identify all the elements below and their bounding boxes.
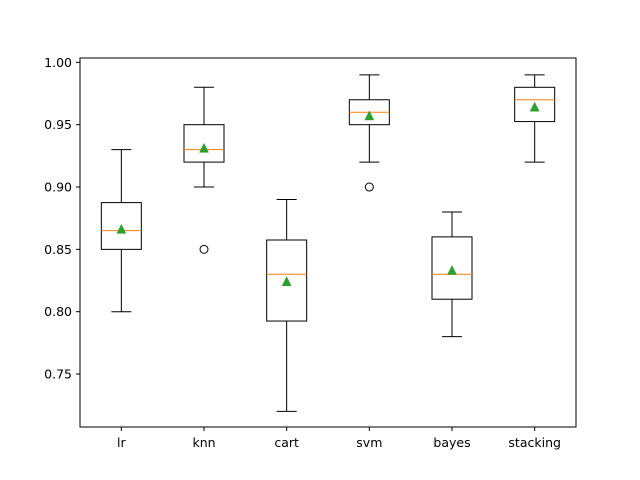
iqr-box [183,124,225,163]
box-group-bayes [431,211,473,338]
x-tick-label: lr [117,435,126,450]
mean-marker [281,276,292,287]
y-tick-label: 0.95 [44,117,72,132]
x-tick-label: bayes [433,435,470,450]
axes: lr knn cart svm bayes stacking 0.75 0.80 0.85 0.9… [44,55,561,450]
x-tick-label: knn [192,435,215,450]
box-group-lr [100,149,142,313]
mean-marker [199,142,209,153]
y-tick-label: 0.85 [44,242,72,257]
plot-area [80,58,576,427]
box-group-knn [183,86,225,254]
mean-marker [364,110,375,121]
outlier-point [199,244,209,254]
iqr-box [431,236,473,300]
y-tick-label: 0.75 [44,367,72,382]
y-tick-label: 0.80 [44,304,72,319]
box-group-svm [348,74,390,192]
y-tick-label: 1.00 [44,55,72,70]
box-group-cart [266,198,308,412]
mean-marker [447,264,457,275]
x-tick-label: stacking [508,435,561,450]
mean-marker [116,223,127,234]
iqr-box [266,239,308,322]
plot-frame [79,57,577,428]
outlier-point [364,182,374,192]
box-marks [100,74,556,412]
x-tick-label: svm [356,435,382,450]
y-tick-label: 0.90 [44,180,72,195]
iqr-box [514,86,556,123]
mean-marker [529,101,540,112]
box-group-stacking [514,74,556,163]
iqr-box [100,202,142,250]
x-tick-label: cart [274,435,299,450]
